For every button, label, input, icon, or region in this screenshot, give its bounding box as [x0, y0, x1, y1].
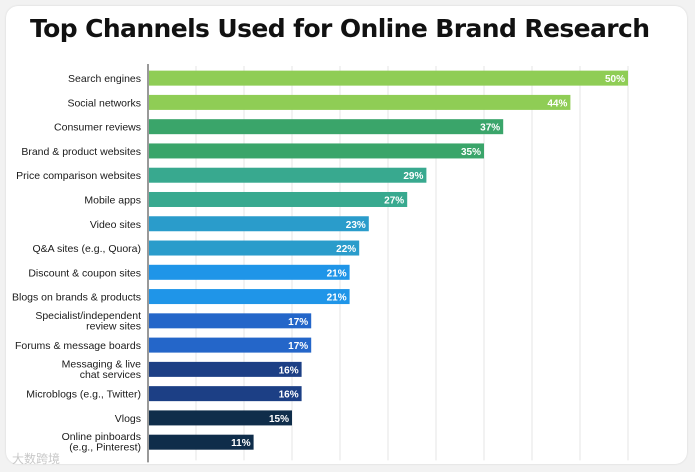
data-label: 16% — [279, 365, 299, 376]
bar — [149, 167, 427, 183]
watermark: 大数跨境 — [12, 452, 61, 466]
data-label: 44% — [547, 98, 567, 109]
data-label: 17% — [288, 341, 308, 352]
category-label: Social networks — [67, 97, 141, 109]
category-label: Video sites — [90, 219, 141, 231]
bar — [149, 143, 484, 159]
data-label: 29% — [403, 171, 423, 182]
category-label: Search engines — [68, 73, 141, 85]
chart-title: Top Channels Used for Online Brand Resea… — [30, 14, 650, 43]
category-label: Microblogs (e.g., Twitter) — [26, 389, 141, 401]
data-label: 35% — [461, 147, 481, 158]
data-label: 37% — [480, 123, 500, 134]
bar — [149, 191, 408, 207]
category-label: Forums & message boards — [15, 340, 141, 352]
data-label: 27% — [384, 195, 404, 206]
bar — [149, 361, 302, 377]
data-label: 16% — [279, 390, 299, 401]
bar — [149, 216, 369, 232]
bar — [149, 313, 312, 329]
bar — [149, 70, 628, 86]
category-label: Blogs on brands & products — [12, 292, 141, 304]
bar — [149, 94, 571, 110]
bar — [149, 434, 254, 450]
bar — [149, 264, 350, 280]
category-label: Messaging & live chat services — [62, 358, 142, 381]
category-label: Mobile apps — [84, 194, 141, 206]
category-label: Consumer reviews — [54, 122, 141, 134]
data-label: 50% — [605, 74, 625, 85]
data-label: 11% — [231, 438, 251, 449]
bar — [149, 240, 360, 256]
data-label: 21% — [327, 268, 347, 279]
bar — [149, 386, 302, 402]
data-label: 23% — [346, 220, 366, 231]
bar — [149, 337, 312, 353]
category-label: Online pinboards (e.g., Pinterest) — [62, 431, 141, 454]
category-label: Vlogs — [115, 413, 141, 425]
category-label: Price comparison websites — [16, 170, 141, 182]
bar — [149, 410, 292, 426]
category-label: Discount & coupon sites — [28, 267, 141, 279]
data-label: 21% — [327, 293, 347, 304]
bar — [149, 119, 504, 135]
data-label: 15% — [269, 414, 289, 425]
category-label: Specialist/independent review sites — [35, 310, 141, 333]
category-label: Q&A sites (e.g., Quora) — [32, 243, 141, 255]
bar — [149, 289, 350, 305]
category-label: Brand & product websites — [21, 146, 141, 158]
data-label: 22% — [336, 244, 356, 255]
data-label: 17% — [288, 317, 308, 328]
